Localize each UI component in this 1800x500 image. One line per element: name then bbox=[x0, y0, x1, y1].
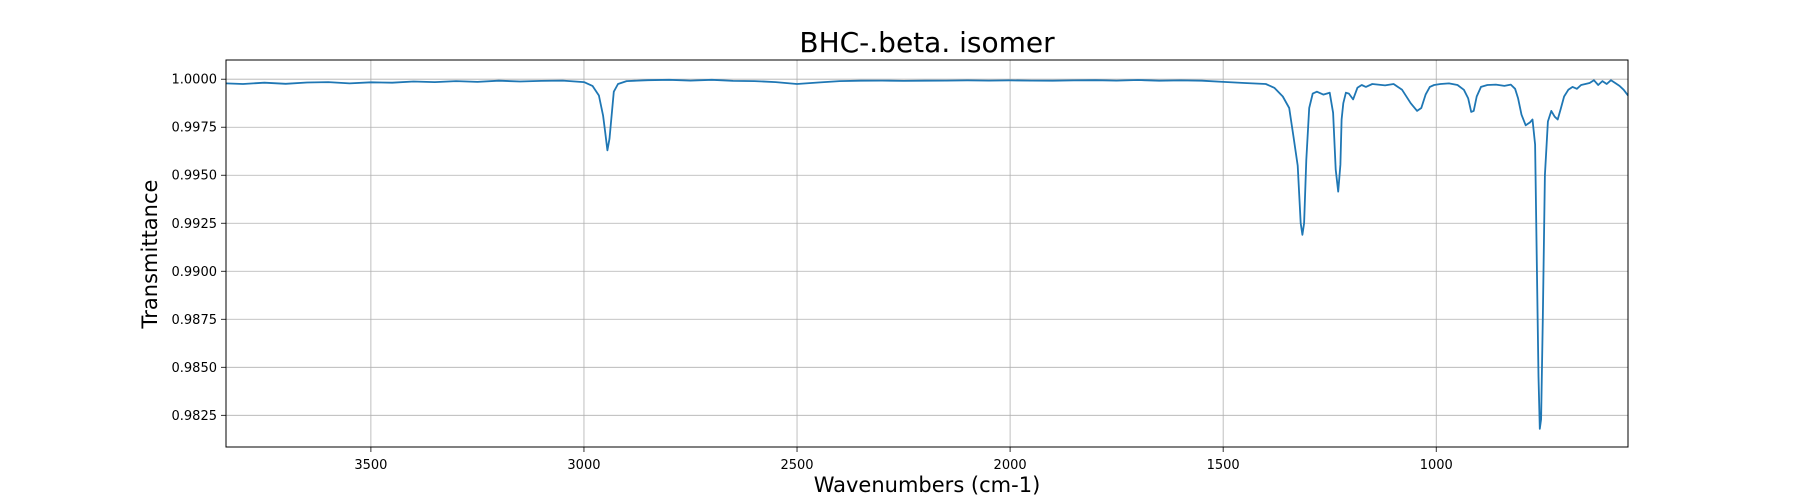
x-axis-label: Wavenumbers (cm-1) bbox=[814, 473, 1041, 497]
y-tick-label: 0.9825 bbox=[172, 409, 218, 424]
y-tick-label: 0.9950 bbox=[172, 169, 218, 184]
x-tick-label: 2500 bbox=[780, 458, 813, 473]
y-tick-label: 0.9900 bbox=[172, 265, 218, 280]
y-tick-label: 0.9875 bbox=[172, 313, 218, 328]
x-tick-label: 3500 bbox=[354, 458, 387, 473]
x-tick-label: 1500 bbox=[1207, 458, 1240, 473]
y-tick-label: 0.9975 bbox=[172, 121, 218, 136]
grid bbox=[226, 60, 1628, 447]
x-tick-label: 1000 bbox=[1420, 458, 1453, 473]
x-axis: 3500 3000 2500 2000 1500 1000 bbox=[354, 447, 1453, 473]
y-tick-label: 0.9850 bbox=[172, 361, 218, 376]
y-axis-label: Transmittance bbox=[138, 180, 162, 330]
plot-frame bbox=[225, 59, 1629, 448]
x-tick-label: 2000 bbox=[994, 458, 1027, 473]
y-tick-label: 1.0000 bbox=[172, 73, 218, 88]
x-tick-label: 3000 bbox=[567, 458, 600, 473]
y-tick-label: 0.9925 bbox=[172, 217, 218, 232]
y-axis: 0.9825 0.9850 0.9875 0.9900 0.9925 0.9950 0.99… bbox=[172, 73, 226, 424]
series-line bbox=[225, 78, 1629, 430]
series-layer bbox=[225, 78, 1629, 430]
chart-title: BHC-.beta. isomer bbox=[799, 26, 1055, 59]
